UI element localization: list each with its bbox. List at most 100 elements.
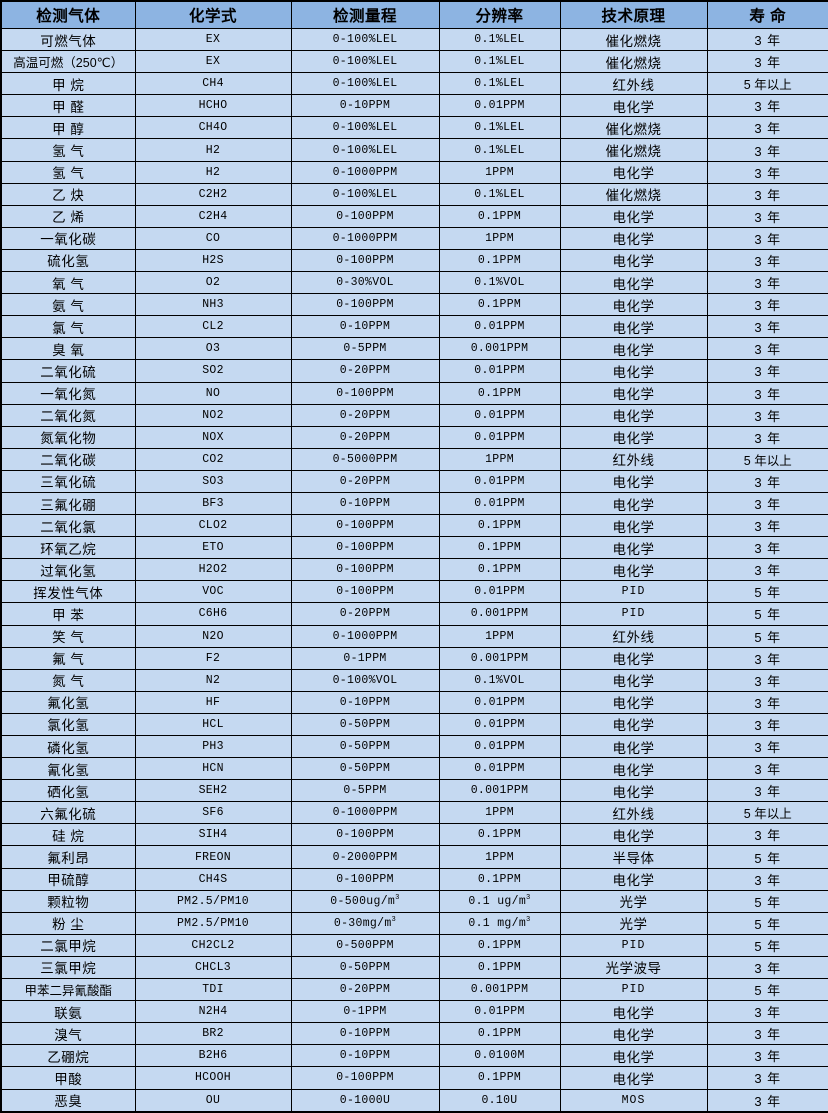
cell-life: 5 年 bbox=[706, 889, 828, 913]
cell-gas: 笑 气 bbox=[0, 624, 136, 648]
cell-range: 0-100PPM bbox=[290, 536, 440, 560]
cell-gas: 高温可燃（250℃） bbox=[0, 50, 136, 74]
cell-tech: 电化学 bbox=[559, 668, 708, 692]
cell-gas: 一氧化氮 bbox=[0, 381, 136, 405]
cell-formula: HCN bbox=[134, 757, 292, 781]
cell-formula: O2 bbox=[134, 271, 292, 295]
cell-life: 3 年 bbox=[706, 469, 828, 493]
table-row: 恶臭 OU 0-1000U 0.10U MOS 3 年 bbox=[0, 1088, 828, 1113]
cell-gas: 一氧化碳 bbox=[0, 226, 136, 250]
cell-res: 0.1%LEL bbox=[438, 27, 561, 52]
cell-formula: SF6 bbox=[134, 801, 292, 825]
cell-life: 3 年 bbox=[706, 315, 828, 339]
cell-life: 3 年 bbox=[706, 1022, 828, 1046]
cell-life: 3 年 bbox=[706, 646, 828, 670]
table-row: 甲 烷 CH4 0-100%LEL 0.1%LEL 红外线 5 年以上 bbox=[0, 72, 828, 96]
cell-formula: H2S bbox=[134, 248, 292, 273]
table-body: 可燃气体 EX 0-100%LEL 0.1%LEL 催化燃烧 3 年高温可燃（250℃） E… bbox=[0, 27, 828, 1113]
cell-gas: 二氧化氯 bbox=[0, 514, 136, 538]
cell-res: 0.01PPM bbox=[438, 690, 561, 714]
cell-res: 0.1%VOL bbox=[438, 668, 561, 692]
table-row: 可燃气体 EX 0-100%LEL 0.1%LEL 催化燃烧 3 年 bbox=[0, 27, 828, 52]
cell-formula: EX bbox=[134, 50, 292, 74]
cell-formula: VOC bbox=[134, 580, 292, 604]
cell-gas: 氨 气 bbox=[0, 293, 136, 317]
cell-formula: OU bbox=[134, 1088, 292, 1113]
cell-life: 3 年 bbox=[706, 1088, 828, 1113]
cell-formula: PM2.5/PM10 bbox=[134, 911, 292, 935]
cell-gas: 三氟化硼 bbox=[0, 491, 136, 516]
cell-life: 3 年 bbox=[706, 182, 828, 206]
cell-formula: N2 bbox=[134, 668, 292, 692]
cell-range: 0-10PPM bbox=[290, 690, 440, 714]
cell-life: 3 年 bbox=[706, 359, 828, 383]
cell-formula: BF3 bbox=[134, 491, 292, 516]
cell-tech: 红外线 bbox=[559, 447, 708, 471]
cell-tech: 电化学 bbox=[559, 204, 708, 228]
cell-res: 0.1%LEL bbox=[438, 72, 561, 96]
cell-tech: 电化学 bbox=[559, 1044, 708, 1068]
cell-tech: 红外线 bbox=[559, 624, 708, 648]
cell-res: 0.1PPM bbox=[438, 867, 561, 891]
cell-formula: ETO bbox=[134, 536, 292, 560]
cell-life: 5 年以上 bbox=[706, 447, 828, 471]
cell-gas: 恶臭 bbox=[0, 1088, 136, 1113]
cell-life: 3 年 bbox=[706, 293, 828, 317]
table-row: 甲 醇 CH4O 0-100%LEL 0.1%LEL 催化燃烧 3 年 bbox=[0, 116, 828, 140]
cell-res: 0.01PPM bbox=[438, 359, 561, 383]
cell-formula: FREON bbox=[134, 845, 292, 869]
cell-range: 0-5000PPM bbox=[290, 447, 440, 471]
cell-res: 0.1%LEL bbox=[438, 116, 561, 140]
table-row: 氯 气 CL2 0-10PPM 0.01PPM 电化学 3 年 bbox=[0, 315, 828, 339]
cell-range: 0-1000U bbox=[290, 1088, 440, 1113]
table-row: 三氟化硼 BF3 0-10PPM 0.01PPM 电化学 3 年 bbox=[0, 491, 828, 516]
cell-range: 0-20PPM bbox=[290, 425, 440, 449]
cell-range: 0-1PPM bbox=[290, 646, 440, 670]
cell-range: 0-1PPM bbox=[290, 1000, 440, 1024]
table-row: 二氧化硫 SO2 0-20PPM 0.01PPM 电化学 3 年 bbox=[0, 359, 828, 383]
cell-res: 0.01PPM bbox=[438, 469, 561, 493]
table-row: 一氧化氮 NO 0-100PPM 0.1PPM 电化学 3 年 bbox=[0, 381, 828, 405]
cell-life: 3 年 bbox=[706, 690, 828, 714]
cell-tech: 催化燃烧 bbox=[559, 138, 708, 162]
cell-life: 5 年 bbox=[706, 845, 828, 869]
cell-res: 0.1 ug/m3 bbox=[438, 889, 561, 913]
cell-life: 3 年 bbox=[706, 757, 828, 781]
cell-formula: PH3 bbox=[134, 734, 292, 759]
cell-life: 3 年 bbox=[706, 491, 828, 516]
cell-gas: 甲硫醇 bbox=[0, 867, 136, 891]
cell-gas: 氮 气 bbox=[0, 668, 136, 692]
cell-life: 5 年 bbox=[706, 602, 828, 626]
cell-tech: 光学 bbox=[559, 889, 708, 913]
cell-range: 0-20PPM bbox=[290, 403, 440, 427]
table-row: 高温可燃（250℃） EX 0-100%LEL 0.1%LEL 催化燃烧 3 年 bbox=[0, 50, 828, 74]
cell-formula: HCHO bbox=[134, 94, 292, 118]
cell-life: 3 年 bbox=[706, 558, 828, 582]
cell-life: 3 年 bbox=[706, 712, 828, 737]
cell-life: 5 年 bbox=[706, 978, 828, 1002]
column-header-gas: 检测气体 bbox=[0, 1, 136, 29]
cell-res: 0.01PPM bbox=[438, 315, 561, 339]
table-row: 笑 气 N2O 0-1000PPM 1PPM 红外线 5 年 bbox=[0, 624, 828, 648]
cell-formula: N2H4 bbox=[134, 1000, 292, 1024]
cell-life: 5 年 bbox=[706, 580, 828, 604]
cell-tech: 电化学 bbox=[559, 226, 708, 250]
cell-life: 3 年 bbox=[706, 116, 828, 140]
column-header-lifespan: 寿 命 bbox=[706, 1, 828, 29]
cell-res: 0.1%LEL bbox=[438, 138, 561, 162]
cell-range: 0-500PPM bbox=[290, 933, 440, 957]
cell-tech: 电化学 bbox=[559, 1000, 708, 1024]
cell-gas: 磷化氢 bbox=[0, 734, 136, 759]
cell-range: 0-1000PPM bbox=[290, 801, 440, 825]
cell-formula: CH4O bbox=[134, 116, 292, 140]
table-row: 乙 烯 C2H4 0-100PPM 0.1PPM 电化学 3 年 bbox=[0, 204, 828, 228]
cell-gas: 联氨 bbox=[0, 1000, 136, 1024]
cell-range: 0-100%LEL bbox=[290, 27, 440, 52]
cell-gas: 甲 苯 bbox=[0, 602, 136, 626]
cell-life: 5 年 bbox=[706, 933, 828, 957]
cell-formula: TDI bbox=[134, 978, 292, 1002]
cell-tech: 电化学 bbox=[559, 337, 708, 361]
table-row: 甲 苯 C6H6 0-20PPM 0.001PPM PID 5 年 bbox=[0, 602, 828, 626]
cell-formula: CH4S bbox=[134, 867, 292, 891]
